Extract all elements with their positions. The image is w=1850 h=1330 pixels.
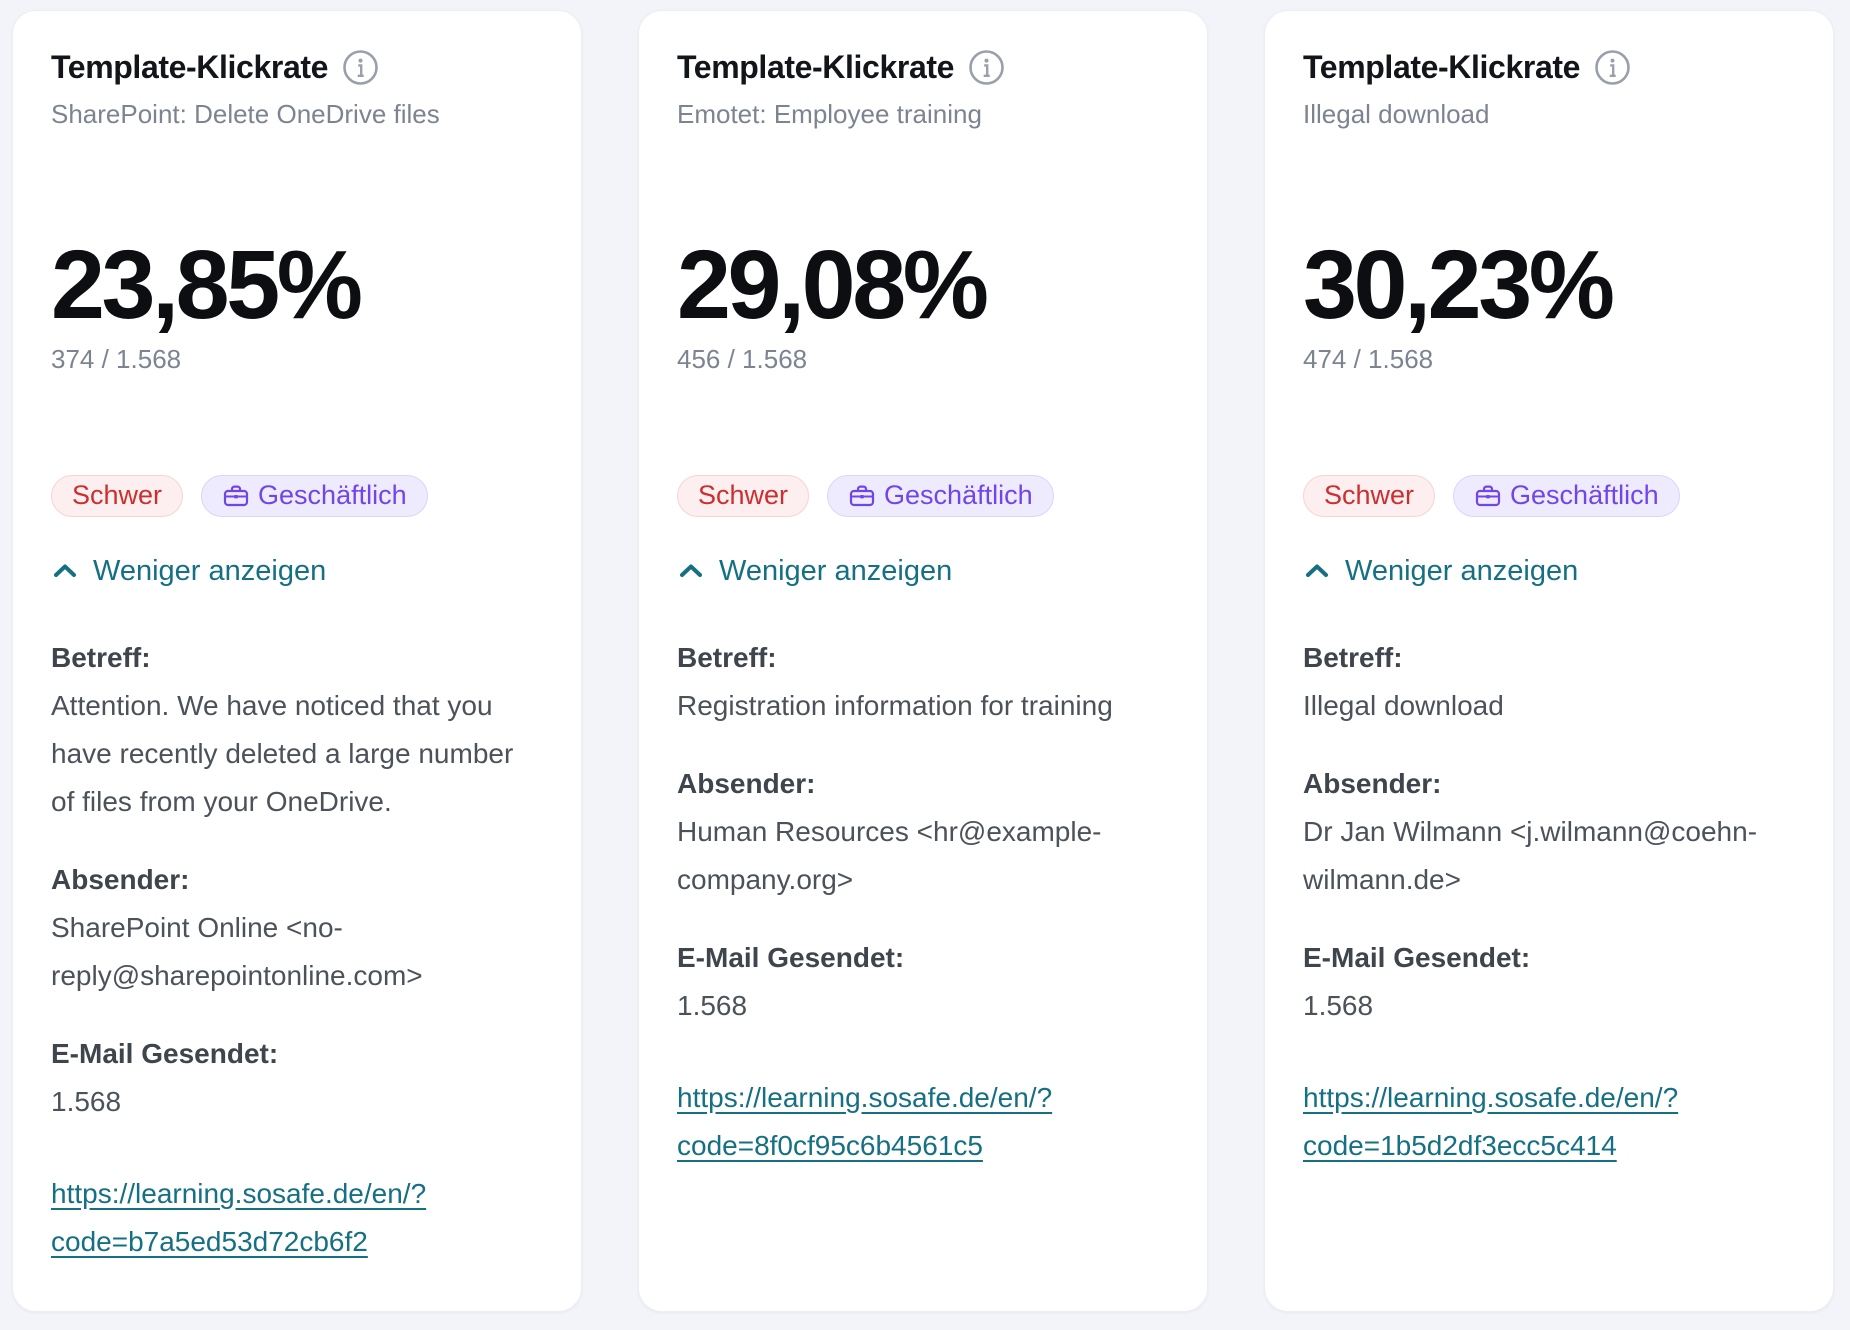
chevron-up-icon [677, 557, 705, 585]
phishing-link[interactable]: https://learning.sosafe.de/en/?code=8f0c… [677, 1081, 1053, 1161]
category-badge: Geschäftlich [1453, 474, 1680, 517]
show-less-toggle[interactable]: Weniger anzeigen [677, 555, 952, 588]
badge-row: Schwer Geschäftlich [677, 474, 1167, 517]
card-title: Template-Klickrate [51, 49, 329, 85]
show-less-label: Weniger anzeigen [719, 554, 953, 587]
details-section: Betreff: Illegal download Absender: Dr Jan… [1303, 634, 1793, 1170]
subject-block: Betreff: Illegal download [1303, 634, 1793, 730]
briefcase-icon [222, 482, 250, 510]
link-block: https://learning.sosafe.de/en/?code=b7a5… [51, 1170, 541, 1266]
emails-sent-block: E-Mail Gesendet: 1.568 [1303, 934, 1793, 1030]
details-section: Betreff: Registration information for tra… [677, 634, 1167, 1170]
info-icon[interactable] [342, 49, 379, 86]
category-badge-label: Geschäftlich [884, 480, 1033, 511]
category-badge: Geschäftlich [201, 474, 428, 517]
emails-sent-value: 1.568 [51, 1085, 122, 1117]
metric: 23,85% 374 / 1.568 [51, 229, 541, 375]
card-header: Template-Klickrate [1303, 47, 1793, 89]
click-rate-value: 30,23% [1303, 229, 1615, 339]
template-card: Template-Klickrate Emotet: Employee trai… [638, 10, 1208, 1312]
difficulty-badge: Schwer [51, 474, 184, 517]
card-header: Template-Klickrate [51, 47, 541, 89]
template-name: Emotet: Employee training [677, 98, 982, 129]
phishing-link[interactable]: https://learning.sosafe.de/en/?code=1b5d… [1303, 1081, 1679, 1161]
emails-sent-value: 1.568 [677, 989, 748, 1021]
badge-row: Schwer Geschäftlich [51, 474, 541, 517]
show-less-label: Weniger anzeigen [93, 554, 327, 587]
emails-sent-label: E-Mail Gesendet: [1303, 941, 1531, 973]
link-block: https://learning.sosafe.de/en/?code=1b5d… [1303, 1074, 1793, 1170]
subject-block: Betreff: Attention. We have noticed that … [51, 634, 541, 826]
category-badge: Geschäftlich [827, 474, 1054, 517]
click-rate-fraction: 456 / 1.568 [677, 343, 808, 374]
sender-text: Dr Jan Wilmann <j.wilmann@coehn-wilmann.… [1303, 815, 1758, 895]
briefcase-icon [848, 482, 876, 510]
category-badge-label: Geschäftlich [258, 480, 407, 511]
show-less-toggle[interactable]: Weniger anzeigen [51, 555, 326, 588]
sender-label: Absender: [51, 863, 190, 895]
phishing-link[interactable]: https://learning.sosafe.de/en/?code=b7a5… [51, 1177, 427, 1257]
details-section: Betreff: Attention. We have noticed that … [51, 634, 541, 1266]
info-icon[interactable] [1594, 49, 1631, 86]
template-name: Illegal download [1303, 98, 1490, 129]
subject-text: Registration information for training [677, 689, 1113, 721]
chevron-up-icon [51, 557, 79, 585]
subject-label: Betreff: [1303, 641, 1403, 673]
metric: 30,23% 474 / 1.568 [1303, 229, 1793, 375]
sender-block: Absender: SharePoint Online <no-reply@sha… [51, 856, 541, 1000]
card-header: Template-Klickrate [677, 47, 1167, 89]
info-icon[interactable] [968, 49, 1005, 86]
link-block: https://learning.sosafe.de/en/?code=8f0c… [677, 1074, 1167, 1170]
subject-block: Betreff: Registration information for tra… [677, 634, 1167, 730]
template-card: Template-Klickrate Illegal download 30,2… [1264, 10, 1834, 1312]
emails-sent-block: E-Mail Gesendet: 1.568 [51, 1030, 541, 1126]
emails-sent-label: E-Mail Gesendet: [51, 1037, 279, 1069]
sender-label: Absender: [677, 767, 816, 799]
emails-sent-label: E-Mail Gesendet: [677, 941, 905, 973]
difficulty-badge: Schwer [677, 474, 810, 517]
briefcase-icon [1474, 482, 1502, 510]
template-name: SharePoint: Delete OneDrive files [51, 98, 440, 129]
show-less-toggle[interactable]: Weniger anzeigen [1303, 555, 1578, 588]
show-less-label: Weniger anzeigen [1345, 554, 1579, 587]
click-rate-value: 29,08% [677, 229, 989, 339]
emails-sent-block: E-Mail Gesendet: 1.568 [677, 934, 1167, 1030]
subject-text: Illegal download [1303, 689, 1504, 721]
badge-row: Schwer Geschäftlich [1303, 474, 1793, 517]
card-title: Template-Klickrate [677, 49, 955, 85]
subject-label: Betreff: [677, 641, 777, 673]
difficulty-badge: Schwer [1303, 474, 1436, 517]
sender-block: Absender: Human Resources <hr@example-com… [677, 760, 1167, 904]
subject-label: Betreff: [51, 641, 151, 673]
sender-text: Human Resources <hr@example-company.org> [677, 815, 1102, 895]
category-badge-label: Geschäftlich [1510, 480, 1659, 511]
click-rate-fraction: 374 / 1.568 [51, 343, 182, 374]
sender-label: Absender: [1303, 767, 1442, 799]
template-card: Template-Klickrate SharePoint: Delete On… [12, 10, 582, 1312]
subject-text: Attention. We have noticed that you have… [51, 689, 514, 817]
metric: 29,08% 456 / 1.568 [677, 229, 1167, 375]
chevron-up-icon [1303, 557, 1331, 585]
sender-text: SharePoint Online <no-reply@sharepointon… [51, 911, 423, 991]
emails-sent-value: 1.568 [1303, 989, 1374, 1021]
card-title: Template-Klickrate [1303, 49, 1581, 85]
sender-block: Absender: Dr Jan Wilmann <j.wilmann@coehn… [1303, 760, 1793, 904]
click-rate-fraction: 474 / 1.568 [1303, 343, 1434, 374]
click-rate-value: 23,85% [51, 229, 363, 339]
